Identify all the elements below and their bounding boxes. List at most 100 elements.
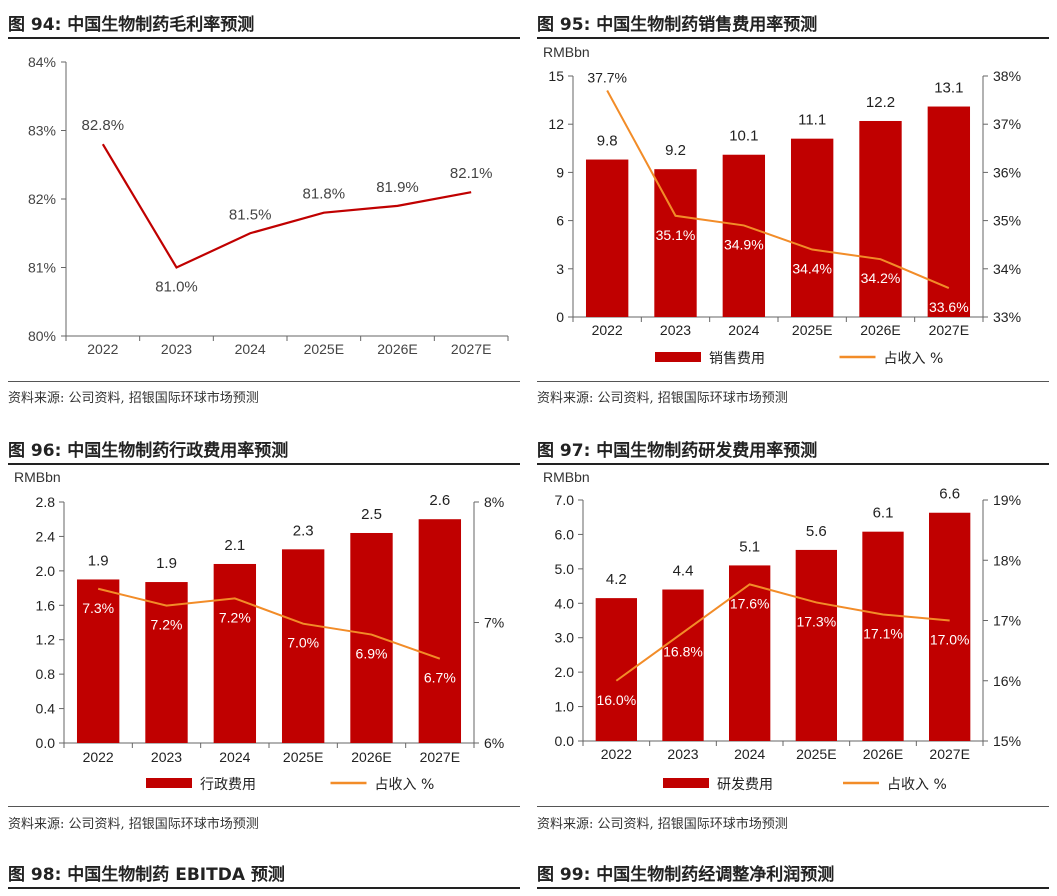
y-tick-label: 0.0 [555,733,575,749]
x-tick-label: 2027E [929,746,969,762]
ratio-line [97,587,441,660]
y-tick-label: 3.0 [555,630,575,646]
ratio-label: 7.2% [151,617,183,633]
figure-title-text: 中国生物制药销售费用率预测 [596,15,818,35]
bar [585,159,629,317]
title-rule [537,463,1049,465]
y-tick-label: 2.0 [36,563,56,579]
data-label: 81.0% [155,279,198,296]
unit-label: RMBbn [543,469,590,485]
x-tick-label: 2025E [283,749,323,765]
title-rule [8,463,520,465]
y-tick-label: 12 [548,116,564,132]
y2-tick-label: 17% [993,613,1021,629]
selling-expense-chart: RMBbn 0 3 6 9 12 15 33% 34% 35% 36% 37% 38% 2022 2023 2… [543,44,1021,367]
bar-value-label: 2.5 [361,506,382,523]
bar-value-label: 5.1 [739,538,760,555]
title-rule [537,887,1049,889]
figure-99-title: 图 99: 中国生物制药经调整净利润预测 [537,860,834,885]
source-rule [8,806,520,807]
bar [927,106,971,317]
ratio-label: 7.2% [219,609,251,625]
ratio-line [606,89,950,290]
x-tick-label: 2023 [667,746,698,762]
figure-98-title: 图 98: 中国生物制药 EBITDA 预测 [8,860,285,885]
x-tick-label: 2024 [219,749,250,765]
bar [795,549,837,741]
bar [145,582,188,743]
y-tick-label: 81% [28,260,56,276]
y2-tick-label: 36% [993,164,1021,180]
x-tick-label: 2024 [734,746,765,762]
y-tick-label: 1.2 [36,632,56,648]
y-tick-label: 80% [28,328,56,344]
y-tick-label: 2.4 [36,528,56,544]
gross-margin-chart: 80% 81% 82% 83% 84% 2022 2023 2024 2025E 2026E 202… [28,54,509,357]
data-label: 82.8% [82,117,125,134]
bar-value-label: 9.2 [665,142,686,159]
bar-value-label: 12.2 [866,94,895,111]
legend-bar-swatch [655,352,701,362]
bar [76,579,120,743]
bar [862,531,904,741]
ratio-label: 6.9% [356,646,388,662]
ratio-label: 17.0% [930,632,970,648]
bar-value-label: 11.1 [798,112,826,129]
ratio-label: 7.3% [82,600,114,616]
x-tick-label: 2027E [420,749,460,765]
source-note: 资料来源: 公司资料, 招银国际环球市场预测 [537,817,788,832]
y2-tick-label: 7% [484,615,504,631]
figure-title-text: 中国生物制药 EBITDA 预测 [67,865,285,885]
data-label: 81.8% [303,186,346,203]
source-rule [537,381,1049,382]
ratio-label: 34.2% [861,270,901,286]
title-rule [8,887,520,889]
legend-line-label: 占收入 % [884,351,944,367]
y-tick-label: 83% [28,123,56,139]
y2-tick-label: 19% [993,492,1021,508]
ratio-label: 37.7% [587,69,627,85]
y-tick-label: 1.6 [36,597,56,613]
figure-97-title: 图 97: 中国生物制药研发费用率预测 [537,436,817,461]
ratio-label: 35.1% [656,227,696,243]
y-tick-label: 82% [28,191,56,207]
x-tick-label: 2026E [377,341,417,357]
bar-value-label: 5.6 [806,523,827,540]
bar-value-label: 6.1 [873,505,894,522]
bar-value-label: 4.4 [673,563,694,580]
data-label: 81.5% [229,206,272,223]
ratio-label: 17.1% [863,625,903,641]
rnd-expense-chart: RMBbn 0.0 1.0 2.0 3.0 4.0 5.0 6.0 7.0 15% 16% 17% 18… [543,469,1021,793]
source-rule [8,381,520,382]
x-tick-label: 2026E [863,746,903,762]
x-tick-label: 2022 [83,749,114,765]
x-tick-label: 2027E [451,341,491,357]
y2-tick-label: 16% [993,673,1021,689]
y2-tick-label: 8% [484,494,504,510]
y-tick-label: 7.0 [555,492,575,508]
y-tick-label: 1.0 [555,699,575,715]
y-tick-label: 0 [556,309,564,325]
bar [350,532,393,743]
figure-title-text: 中国生物制药经调整净利润预测 [596,865,835,885]
legend-bar-label: 行政费用 [200,777,256,793]
source-note: 资料来源: 公司资料, 招银国际环球市场预测 [8,817,259,832]
ratio-line [615,583,950,682]
y-tick-label: 3 [556,261,564,277]
figure-number: 图 99: [537,865,591,885]
x-tick-label: 2022 [87,341,118,357]
bar [929,512,971,741]
bar-value-label: 13.1 [934,80,963,97]
data-label: 81.9% [376,179,419,196]
figure-95-title: 图 95: 中国生物制药销售费用率预测 [537,10,817,35]
data-label: 82.1% [450,165,493,182]
source-note: 资料来源: 公司资料, 招银国际环球市场预测 [537,391,788,406]
margin-line [101,143,472,269]
bar [418,519,462,743]
unit-label: RMBbn [543,44,590,60]
bar-value-label: 10.1 [729,128,758,145]
ratio-label: 34.4% [792,261,832,277]
y-tick-label: 5.0 [555,561,575,577]
figure-title-text: 中国生物制药毛利率预测 [67,15,255,35]
y-tick-label: 9 [556,164,564,180]
